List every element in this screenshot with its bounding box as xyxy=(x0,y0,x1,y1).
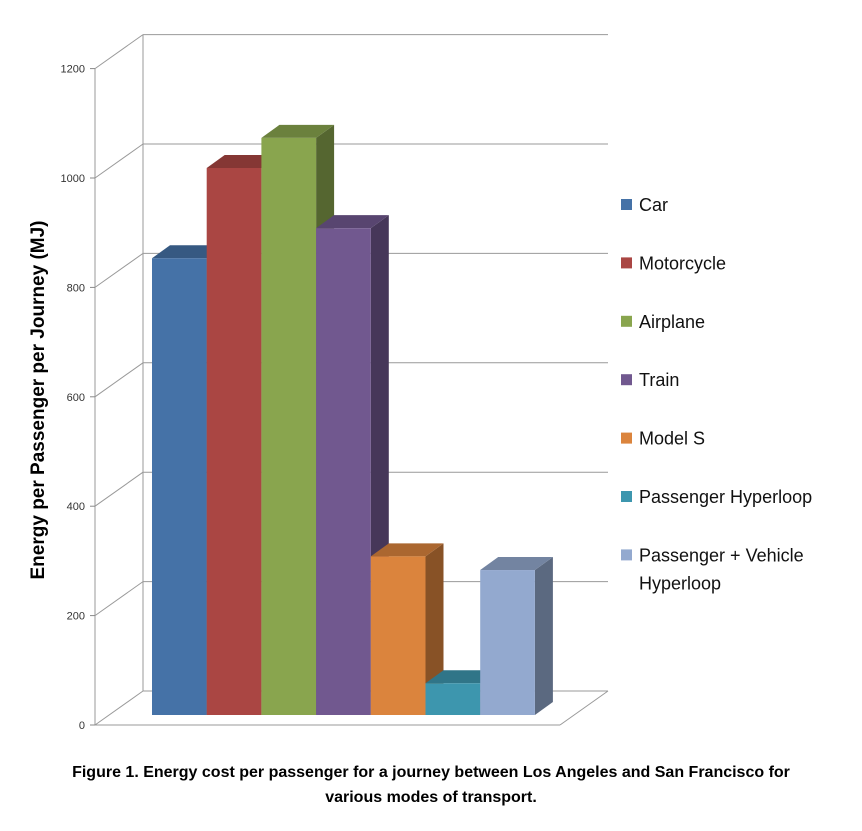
legend-item: Passenger + Vehicle Hyperloop xyxy=(621,545,804,593)
bar-top xyxy=(261,124,335,138)
legend: Car Motorcycle Airplane Train Model S Passeng… xyxy=(621,195,812,593)
legend-item: Car xyxy=(621,195,668,215)
legend-item: Passenger Hyperloop xyxy=(621,487,812,507)
legend-swatch xyxy=(621,257,632,269)
bars xyxy=(152,124,553,716)
legend-label: Passenger + Vehicle xyxy=(639,545,804,565)
bar-front xyxy=(206,168,262,715)
bar-front xyxy=(370,556,426,715)
legend-item: Train xyxy=(621,370,679,390)
y-tick-label: 400 xyxy=(67,501,85,513)
y-axis: 0 200 400 600 800 1000 1200 xyxy=(61,64,95,732)
legend-swatch xyxy=(621,491,632,502)
bar-front xyxy=(152,258,207,715)
legend-label: Model S xyxy=(639,429,705,449)
bar-front xyxy=(316,228,371,716)
legend-swatch xyxy=(621,315,632,327)
y-axis-label: Energy per Passenger per Journey (MJ) xyxy=(28,220,49,579)
y-tick-label: 1200 xyxy=(61,64,85,76)
bar-side xyxy=(534,557,553,715)
bar-front xyxy=(261,137,317,716)
bar-top xyxy=(206,155,280,168)
y-tick-label: 600 xyxy=(67,392,85,404)
bar-top xyxy=(370,543,444,557)
legend-label: Train xyxy=(639,370,679,390)
caption-line-2: various modes of transport. xyxy=(325,789,537,806)
bar-passenger-vehicle-hyperloop xyxy=(480,557,553,715)
legend-label: Hyperloop xyxy=(639,573,721,593)
caption-line-1: Figure 1. Energy cost per passenger for … xyxy=(72,764,790,781)
legend-label: Car xyxy=(639,195,668,215)
bar-top xyxy=(316,215,389,229)
bar-top xyxy=(480,557,553,571)
legend-label: Motorcycle xyxy=(639,253,726,273)
legend-item: Model S xyxy=(621,429,705,449)
legend-label: Passenger Hyperloop xyxy=(639,487,812,507)
y-tick-label: 200 xyxy=(67,611,85,623)
y-tick-label: 0 xyxy=(79,720,85,732)
figure-caption: Figure 1. Energy cost per passenger for … xyxy=(0,760,862,810)
legend-label: Airplane xyxy=(639,312,705,332)
bar-model-s xyxy=(370,543,444,715)
bar-front xyxy=(425,683,481,715)
y-tick-label: 1000 xyxy=(61,173,85,185)
legend-swatch xyxy=(621,374,632,386)
bar-front xyxy=(480,570,535,715)
bar-top xyxy=(425,670,499,684)
legend-item: Motorcycle xyxy=(621,253,726,273)
bar-side xyxy=(425,543,444,715)
legend-swatch xyxy=(621,432,632,444)
legend-swatch xyxy=(621,199,632,210)
bar-top xyxy=(152,245,225,259)
energy-chart: 0 200 400 600 800 1000 1200 Energy per Passeng… xyxy=(28,34,812,732)
y-tick-label: 800 xyxy=(67,282,85,294)
legend-item: Airplane xyxy=(621,312,705,332)
legend-swatch xyxy=(621,549,632,561)
